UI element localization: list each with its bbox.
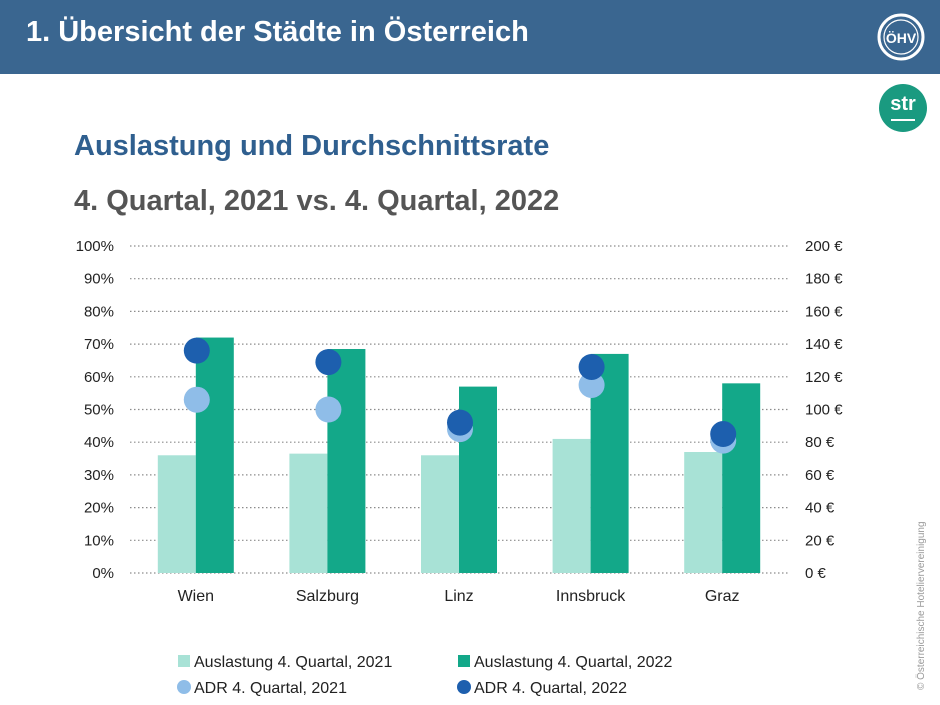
y-right-tick-label: 40 €: [805, 500, 835, 517]
y-right-tick-label: 140 €: [805, 336, 843, 353]
bar-2021-innsbruck: [552, 438, 591, 573]
adr-point-2021-wien: [183, 386, 210, 413]
y-right-tick-label: 60 €: [805, 467, 835, 484]
x-category-label: Linz: [444, 588, 473, 605]
y-right-tick-label: 120 €: [805, 369, 843, 386]
y-right-tick-label: 200 €: [805, 238, 843, 255]
header-title: 1. Übersicht der Städte in Österreich: [26, 16, 529, 48]
slide-header: 1. Übersicht der Städte in Österreich ÖH…: [0, 0, 940, 74]
adr-point-2022-graz: [710, 421, 737, 448]
legend-label: Auslastung 4. Quartal, 2021: [194, 654, 392, 671]
y-right-tick-label: 80 €: [805, 434, 835, 451]
x-category-label: Salzburg: [296, 588, 359, 605]
ohv-logo-text: ÖHV: [886, 30, 917, 46]
y-left-tick-label: 0%: [92, 565, 114, 582]
str-logo-text: str: [890, 93, 916, 115]
bar-2022-salzburg: [327, 349, 366, 573]
legend-label: ADR 4. Quartal, 2022: [474, 680, 627, 697]
y-right-tick-label: 100 €: [805, 402, 843, 419]
str-logo-underline: [891, 119, 915, 121]
ohv-logo: ÖHV: [877, 13, 925, 61]
x-category-label: Wien: [178, 588, 214, 605]
y-left-tick-label: 60%: [84, 369, 114, 386]
y-left-tick-label: 10%: [84, 532, 114, 549]
bar-2022-graz: [722, 383, 761, 573]
y-left-tick-label: 70%: [84, 336, 114, 353]
y-left-tick-label: 30%: [84, 467, 114, 484]
y-left-tick-label: 40%: [84, 434, 114, 451]
adr-point-2021-salzburg: [315, 396, 342, 423]
y-left-tick-label: 100%: [76, 238, 114, 255]
adr-point-2022-wien: [183, 337, 210, 364]
chart-subtitle: Auslastung und Durchschnittsrate: [74, 130, 550, 162]
legend-swatch: [177, 680, 191, 694]
bar-2021-linz: [421, 455, 459, 573]
bar-2021-salzburg: [289, 453, 328, 573]
bar-2021-wien: [157, 455, 196, 573]
legend-swatch: [457, 680, 471, 694]
y-left-tick-label: 90%: [84, 271, 114, 288]
adr-point-2022-salzburg: [315, 349, 342, 376]
y-right-tick-label: 160 €: [805, 303, 843, 320]
y-right-tick-label: 20 €: [805, 532, 835, 549]
chart-period: 4. Quartal, 2021 vs. 4. Quartal, 2022: [74, 185, 560, 217]
bar-2021-graz: [684, 452, 723, 573]
y-right-tick-label: 0 €: [805, 565, 827, 582]
x-category-label: Innsbruck: [556, 588, 626, 605]
x-category-label: Graz: [705, 588, 740, 605]
bar-2022-wien: [195, 337, 234, 573]
adr-point-2022-linz: [447, 409, 473, 436]
legend-label: ADR 4. Quartal, 2021: [194, 680, 347, 697]
y-right-tick-label: 180 €: [805, 271, 843, 288]
y-left-tick-label: 50%: [84, 402, 114, 419]
legend-swatch: [458, 655, 470, 667]
adr-point-2021-innsbruck: [578, 371, 605, 398]
str-logo: str: [879, 84, 927, 132]
y-left-tick-label: 20%: [84, 500, 114, 517]
legend-label: Auslastung 4. Quartal, 2022: [474, 654, 672, 671]
adr-point-2022-innsbruck: [578, 353, 605, 380]
y-left-tick-label: 80%: [84, 303, 114, 320]
legend-swatch: [178, 655, 190, 667]
